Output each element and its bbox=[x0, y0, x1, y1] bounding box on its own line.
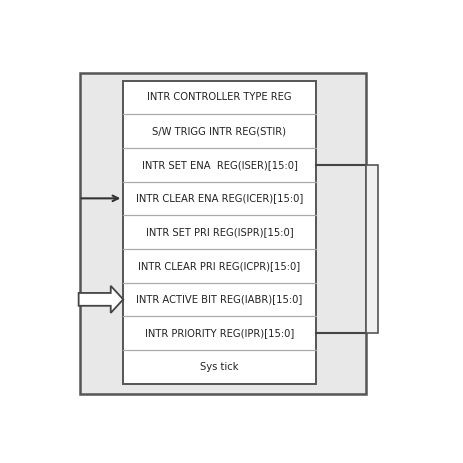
Text: INTR ACTIVE BIT REG(IABR)[15:0]: INTR ACTIVE BIT REG(IABR)[15:0] bbox=[136, 294, 303, 304]
Text: S/W TRIGG INTR REG(STIR): S/W TRIGG INTR REG(STIR) bbox=[152, 126, 287, 136]
Bar bbox=[366, 165, 378, 333]
Polygon shape bbox=[79, 286, 123, 313]
Text: INTR SET PRI REG(ISPR)[15:0]: INTR SET PRI REG(ISPR)[15:0] bbox=[146, 227, 293, 237]
Text: INTR CLEAR ENA REG(ICER)[15:0]: INTR CLEAR ENA REG(ICER)[15:0] bbox=[136, 194, 303, 203]
Bar bbox=[123, 81, 316, 383]
Text: INTR SET ENA  REG(ISER)[15:0]: INTR SET ENA REG(ISER)[15:0] bbox=[142, 160, 297, 170]
Text: INTR CLEAR PRI REG(ICPR)[15:0]: INTR CLEAR PRI REG(ICPR)[15:0] bbox=[138, 261, 300, 271]
Bar bbox=[81, 73, 366, 394]
Text: INTR PRIORITY REG(IPR)[15:0]: INTR PRIORITY REG(IPR)[15:0] bbox=[145, 328, 294, 338]
Text: INTR CONTROLLER TYPE REG: INTR CONTROLLER TYPE REG bbox=[147, 92, 292, 102]
Text: Sys tick: Sys tick bbox=[200, 362, 239, 372]
